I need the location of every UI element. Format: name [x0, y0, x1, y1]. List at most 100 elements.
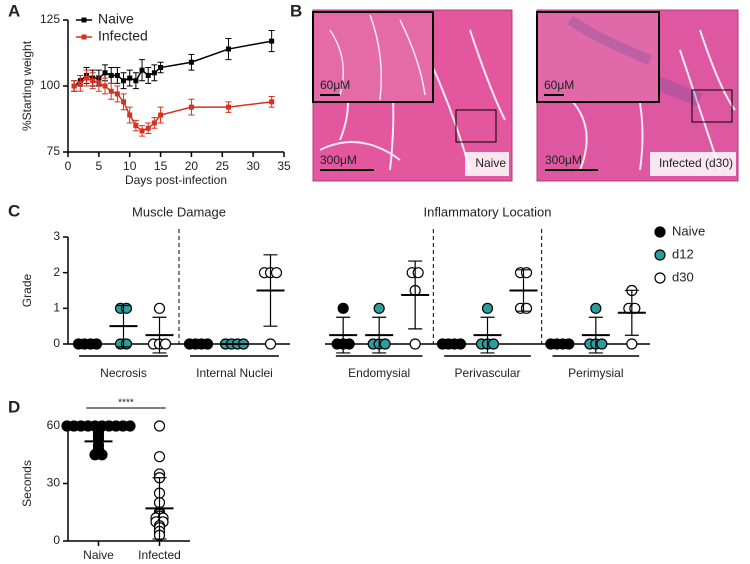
inset-scale: 60μM — [320, 78, 350, 92]
x-tick-label: Endomysial — [348, 366, 410, 380]
y-tick-label: 0 — [53, 533, 60, 547]
data-point — [264, 338, 277, 350]
data-point — [337, 302, 349, 314]
data-point — [269, 38, 275, 44]
data-point — [270, 267, 283, 279]
y-tick-label: 100 — [40, 78, 60, 92]
data-point — [139, 67, 145, 73]
data-point — [71, 83, 77, 89]
data-point — [108, 72, 114, 78]
data-point — [373, 302, 385, 314]
error-bar — [152, 316, 167, 354]
data-point — [343, 338, 355, 350]
error-bar — [152, 477, 167, 540]
data-point — [127, 112, 133, 118]
error-bar — [624, 289, 639, 336]
legend-marker — [654, 272, 666, 284]
error-bar — [336, 316, 351, 354]
data-point — [225, 46, 231, 52]
x-tick-label: 25 — [216, 159, 230, 173]
scale-bar: 300μM — [320, 153, 357, 167]
y-tick-label: 3 — [53, 229, 60, 243]
x-tick-label: 0 — [65, 159, 72, 173]
micrograph-label: Infected (d30) — [659, 156, 733, 170]
micrograph: 60μM 300μM Naive — [312, 9, 513, 182]
data-point — [114, 91, 120, 97]
x-tick-label: Perivascular — [454, 366, 520, 380]
x-axis-label: Days post-infection — [125, 173, 227, 187]
data-point — [127, 75, 133, 81]
micrograph-label: Naive — [475, 156, 506, 170]
legend-label: Naive — [672, 223, 705, 238]
panel-label: D — [8, 397, 20, 416]
y-axis-label: Seconds — [20, 460, 34, 507]
x-tick-label: Infected — [138, 548, 181, 562]
legend-marker — [654, 249, 666, 261]
panel-label: A — [8, 1, 20, 20]
panel-label: C — [8, 201, 20, 220]
x-tick-label: Necrosis — [100, 366, 147, 380]
data-point — [158, 65, 164, 71]
legend-label: Naive — [98, 11, 134, 27]
data-point — [145, 125, 151, 131]
data-point — [90, 78, 96, 84]
data-point — [153, 302, 166, 314]
data-point — [108, 88, 114, 94]
data-point — [153, 420, 166, 432]
data-point — [379, 338, 391, 350]
data-point — [133, 78, 139, 84]
x-tick-label: 10 — [123, 159, 137, 173]
error-bar — [116, 304, 131, 348]
data-point — [487, 338, 500, 350]
x-tick-label: 20 — [185, 159, 199, 173]
error-bar — [480, 316, 495, 354]
legend-label: d30 — [672, 269, 694, 284]
data-point — [188, 59, 194, 65]
error-bar — [263, 254, 278, 327]
data-point — [121, 99, 127, 105]
data-point — [84, 75, 90, 81]
data-point — [596, 338, 608, 350]
data-point — [133, 123, 139, 129]
y-tick-label: 125 — [40, 12, 60, 26]
y-axis-label: Grade — [20, 274, 34, 308]
legend-marker — [81, 34, 87, 40]
x-tick-label: 35 — [277, 159, 291, 173]
error-bar — [372, 316, 387, 354]
legend-marker — [654, 226, 666, 238]
data-point — [96, 449, 108, 461]
data-point — [124, 420, 136, 432]
significance-label: **** — [118, 398, 134, 409]
data-point — [481, 302, 494, 314]
error-bar — [408, 260, 423, 330]
data-point — [159, 338, 172, 350]
legend-label: d12 — [672, 246, 694, 261]
y-tick-label: 2 — [53, 265, 60, 279]
data-point — [139, 128, 145, 134]
data-point — [121, 78, 127, 84]
y-tick-label: 30 — [47, 476, 61, 490]
data-line — [73, 40, 272, 87]
scale-bar: 300μM — [545, 153, 582, 167]
chart-title: Inflammatory Location — [424, 204, 552, 219]
data-point — [590, 302, 602, 314]
data-point — [269, 99, 275, 105]
data-point — [158, 112, 164, 118]
data-point — [102, 83, 108, 89]
x-tick-label: Perimysial — [568, 366, 623, 380]
error-bar — [588, 316, 603, 354]
data-point — [409, 338, 421, 350]
legend-label: Infected — [98, 28, 148, 44]
x-tick-label: 15 — [154, 159, 168, 173]
data-point — [153, 451, 166, 463]
data-point — [188, 104, 194, 110]
data-point — [626, 338, 638, 350]
data-point — [151, 120, 157, 126]
data-point — [77, 80, 83, 86]
data-point — [151, 70, 157, 76]
data-point — [114, 72, 120, 78]
error-bar — [516, 269, 531, 312]
micrograph: 60μM 300μM Infected (d30) — [536, 9, 739, 182]
data-point — [102, 70, 108, 76]
